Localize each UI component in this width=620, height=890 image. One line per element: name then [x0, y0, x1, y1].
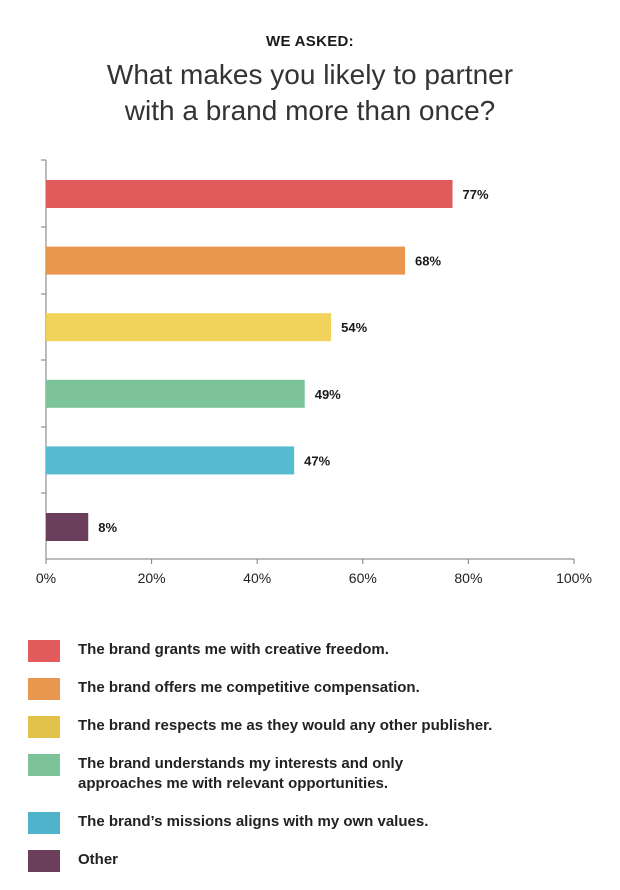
legend-item: The brand grants me with creative freedo… [28, 640, 620, 662]
legend-swatch [28, 678, 60, 700]
data-label: 54% [341, 320, 367, 335]
chart-title-line-1: What makes you likely to partner [106, 59, 514, 90]
legend-item: The brand offers me competitive compensa… [28, 678, 620, 700]
bar-3 [46, 313, 332, 342]
legend-swatch [28, 716, 60, 738]
data-label: 68% [415, 254, 441, 269]
bar-chart: 0% 20% 40% 60% 80% 100% 77% 68% 54% 49% 47% 8% [36, 159, 592, 586]
x-tick-label: 80% [454, 570, 482, 586]
data-label: 77% [463, 187, 489, 202]
data-label: 49% [315, 387, 341, 402]
legend-label: The brand respects me as they would any … [78, 717, 493, 734]
legend-swatch [28, 850, 60, 872]
chart-title-line-2: with a brand more than once? [124, 95, 496, 126]
chart-title: What makes you likely to partner with a … [0, 57, 620, 129]
legend-swatch [28, 754, 60, 776]
bar-5 [46, 446, 295, 475]
legend-label-line-2: approaches me with relevant opportunitie… [78, 775, 389, 792]
data-label: 47% [304, 453, 330, 468]
legend-swatch [28, 812, 60, 834]
bar-6 [46, 513, 89, 541]
legend-label: The brand grants me with creative freedo… [78, 641, 389, 658]
x-tick-label: 0% [36, 570, 56, 586]
legend-label: Other [78, 851, 119, 868]
legend-item: Other [28, 850, 620, 872]
legend-item: The brand’s missions aligns with my own … [28, 812, 620, 834]
legend-label: The brand’s missions aligns with my own … [78, 813, 429, 830]
legend-swatch [28, 640, 60, 662]
legend-label: The brand understands my interests and o… [78, 755, 404, 772]
legend-label: The brand offers me competitive compensa… [78, 679, 420, 696]
bar-4 [46, 379, 305, 408]
x-tick-label: 40% [243, 570, 271, 586]
legend-item: The brand understands my interests and o… [28, 754, 620, 794]
x-tick-label: 60% [349, 570, 377, 586]
x-tick-label: 20% [138, 570, 166, 586]
legend-item: The brand respects me as they would any … [28, 716, 620, 738]
kicker-label: WE ASKED: [266, 33, 354, 50]
data-label: 8% [98, 520, 117, 535]
x-tick-label: 100% [556, 570, 592, 586]
bar-2 [46, 246, 406, 275]
bar-1 [46, 180, 453, 208]
